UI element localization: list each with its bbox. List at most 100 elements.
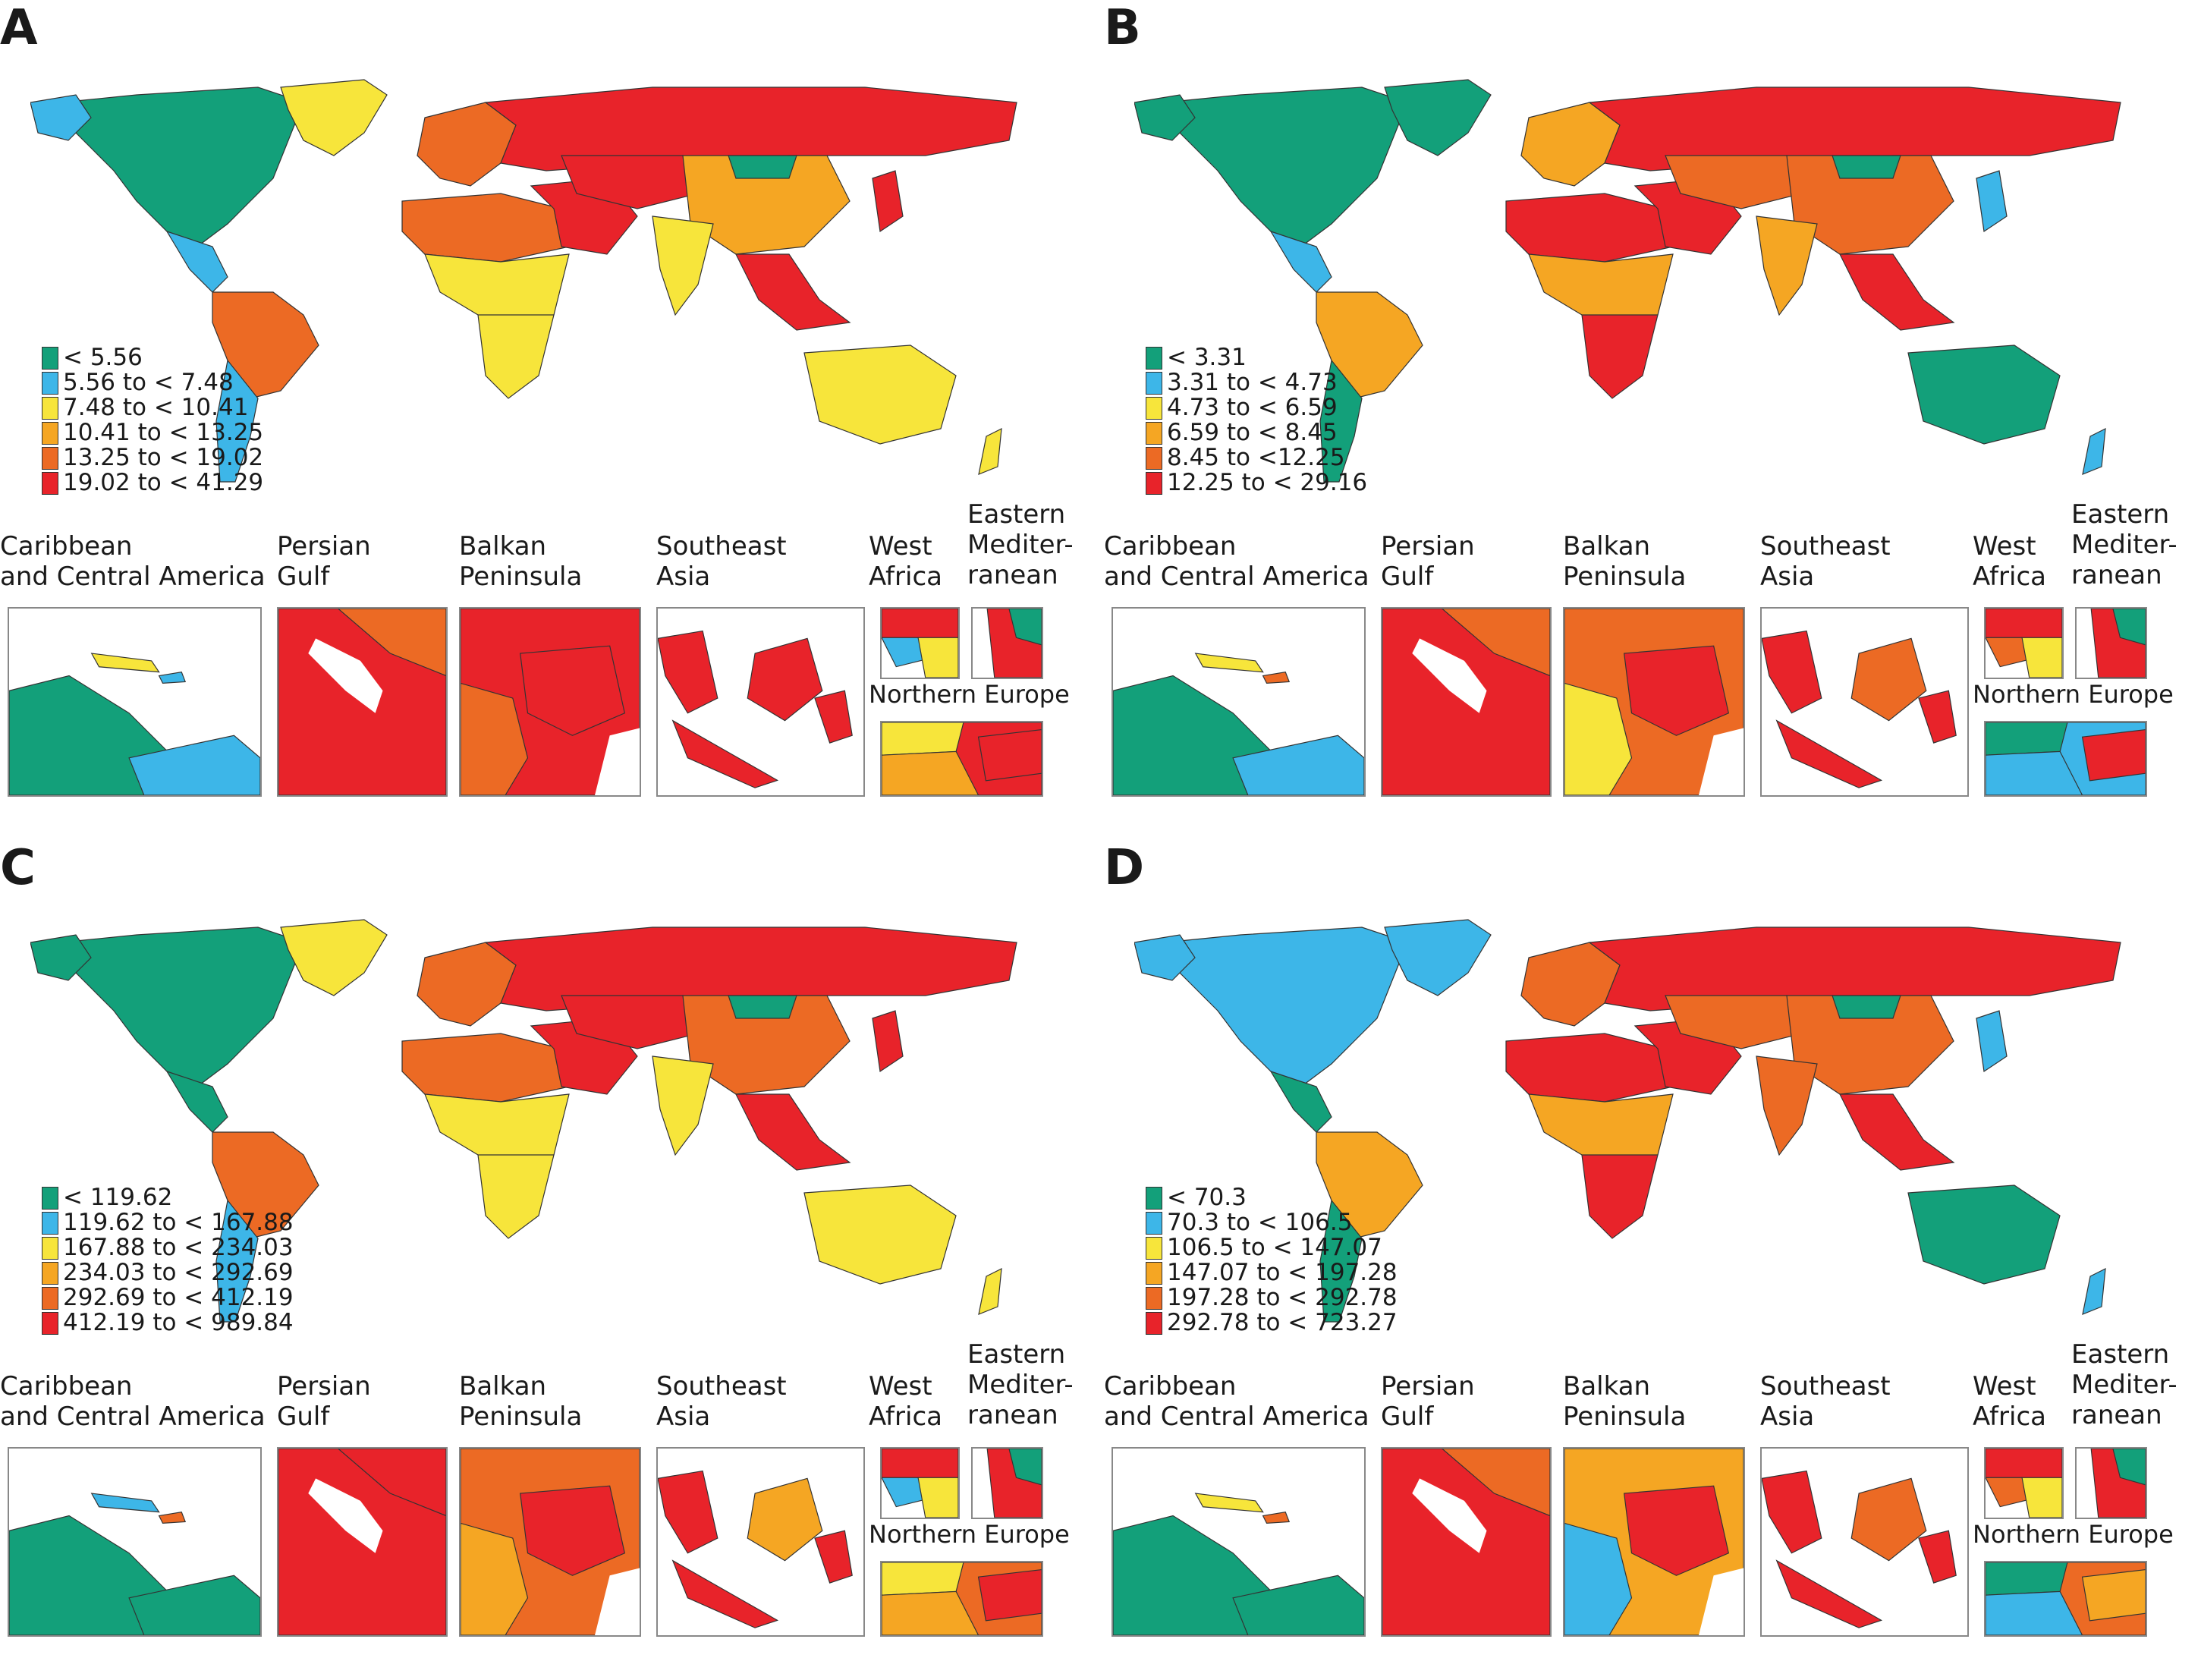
map-region	[747, 637, 823, 722]
legend-label: 7.48 to < 10.41	[63, 394, 249, 421]
legend-entry: < 119.62	[42, 1185, 294, 1210]
world-map	[30, 72, 1077, 497]
region-australia	[803, 344, 957, 445]
region-russia	[484, 927, 1017, 1011]
inset-label-balkan: Balkan Peninsula	[459, 531, 583, 592]
map-region	[1775, 1559, 1883, 1628]
inset-label-northern-europe: Northern Europe	[1973, 680, 2174, 709]
legend-label: 412.19 to < 989.84	[63, 1309, 294, 1336]
panel-letter: B	[1104, 0, 1141, 56]
legend-swatch	[1146, 1286, 1162, 1310]
region-north-africa	[1505, 193, 1674, 263]
region-central-asia	[1665, 155, 1803, 209]
legend-swatch	[42, 471, 58, 495]
inset-balkan	[459, 607, 641, 797]
inset-label-persian-gulf: Persian Gulf	[277, 1371, 371, 1432]
inset-northern-europe	[1984, 721, 2147, 797]
inset-label-west-africa: West Africa	[869, 1371, 942, 1432]
map-region	[1008, 1449, 1042, 1486]
world-map	[30, 912, 1077, 1337]
map-region	[747, 1477, 823, 1562]
map-region	[1986, 609, 2062, 638]
map-region	[1194, 1493, 1264, 1513]
region-north-america	[1164, 87, 1408, 247]
inset-maps: Caribbean and Central America Persian Gu…	[0, 499, 1100, 835]
map-region	[2112, 609, 2146, 646]
region-north-africa	[401, 193, 570, 263]
legend-swatch	[42, 1186, 58, 1210]
map-region	[158, 1511, 187, 1524]
map-region	[1986, 722, 2068, 756]
region-japan	[872, 170, 904, 233]
legend-entry: 412.19 to < 989.84	[42, 1310, 294, 1336]
map-region	[1624, 645, 1730, 736]
region-india	[1756, 1056, 1818, 1156]
map-region	[882, 750, 979, 795]
inset-caribbean	[1112, 1447, 1366, 1637]
map-region	[1564, 1522, 1633, 1635]
inset-label-west-africa: West Africa	[869, 531, 942, 592]
legend-label: 197.28 to < 292.78	[1167, 1284, 1398, 1311]
map-region	[128, 735, 260, 795]
inset-caribbean	[8, 1447, 262, 1637]
legend-entry: 5.56 to < 7.48	[42, 370, 263, 395]
map-region	[1850, 1477, 1927, 1562]
inset-label-balkan: Balkan Peninsula	[459, 1371, 583, 1432]
legend-label: 19.02 to < 41.29	[63, 469, 264, 496]
region-russia	[1588, 87, 2121, 171]
region-north-africa	[401, 1033, 570, 1103]
map-region	[1441, 609, 1550, 677]
map-region	[1762, 630, 1822, 714]
legend-label: 70.3 to < 106.5	[1167, 1209, 1353, 1236]
legend-swatch	[1146, 396, 1162, 420]
region-india	[652, 1056, 714, 1156]
world-map	[1134, 912, 2181, 1337]
inset-northern-europe	[880, 1561, 1043, 1637]
inset-balkan	[1563, 1447, 1745, 1637]
inset-label-caribbean: Caribbean and Central America	[1104, 531, 1369, 592]
legend-label: 6.59 to < 8.45	[1167, 419, 1338, 446]
region-southeast-asia	[1839, 253, 1955, 331]
map-region	[814, 1530, 853, 1584]
map-region	[671, 719, 779, 788]
inset-persian-gulf	[1381, 607, 1552, 797]
legend-label: 234.03 to < 292.69	[63, 1259, 294, 1286]
inset-label-west-africa: West Africa	[1973, 1371, 2046, 1432]
legend-entry: 119.62 to < 167.88	[42, 1210, 294, 1235]
map-region	[1986, 1562, 2068, 1596]
legend-swatch	[1146, 371, 1162, 395]
inset-label-northern-europe: Northern Europe	[1973, 1520, 2174, 1549]
region-new-zealand	[978, 427, 1002, 475]
legend-entry: 8.45 to <12.25	[1146, 445, 1367, 470]
region-australia	[1907, 1184, 2061, 1285]
inset-caribbean	[8, 607, 262, 797]
map-region	[1850, 637, 1927, 722]
map-region	[977, 1569, 1042, 1622]
region-japan	[1976, 1010, 2008, 1073]
region-southern-africa	[1581, 1154, 1659, 1239]
map-region	[882, 1590, 979, 1635]
region-new-zealand	[2082, 1267, 2106, 1315]
region-greenland	[280, 79, 388, 156]
inset-southeast-asia	[656, 607, 865, 797]
inset-label-eastern-med: Eastern Mediter- ranean	[2071, 499, 2177, 590]
region-japan	[1976, 170, 2008, 233]
legend-swatch	[42, 1211, 58, 1235]
inset-label-persian-gulf: Persian Gulf	[1381, 1371, 1475, 1432]
legend-label: 3.31 to < 4.73	[1167, 369, 1338, 396]
inset-label-balkan: Balkan Peninsula	[1563, 1371, 1687, 1432]
inset-southeast-asia	[1760, 607, 1969, 797]
map-region	[2021, 1477, 2062, 1518]
map-region	[2112, 1449, 2146, 1486]
region-southern-africa	[1581, 314, 1659, 399]
inset-label-caribbean: Caribbean and Central America	[0, 1371, 266, 1432]
legend-label: 13.25 to < 19.02	[63, 444, 264, 471]
legend-swatch	[1146, 421, 1162, 445]
legend-label: 12.25 to < 29.16	[1167, 469, 1368, 496]
inset-label-persian-gulf: Persian Gulf	[1381, 531, 1475, 592]
legend-label: 5.56 to < 7.48	[63, 369, 234, 396]
map-region	[1262, 671, 1291, 684]
legend-entry: 13.25 to < 19.02	[42, 445, 263, 470]
legend-entry: 197.28 to < 292.78	[1146, 1285, 1398, 1310]
map-region	[1232, 735, 1364, 795]
